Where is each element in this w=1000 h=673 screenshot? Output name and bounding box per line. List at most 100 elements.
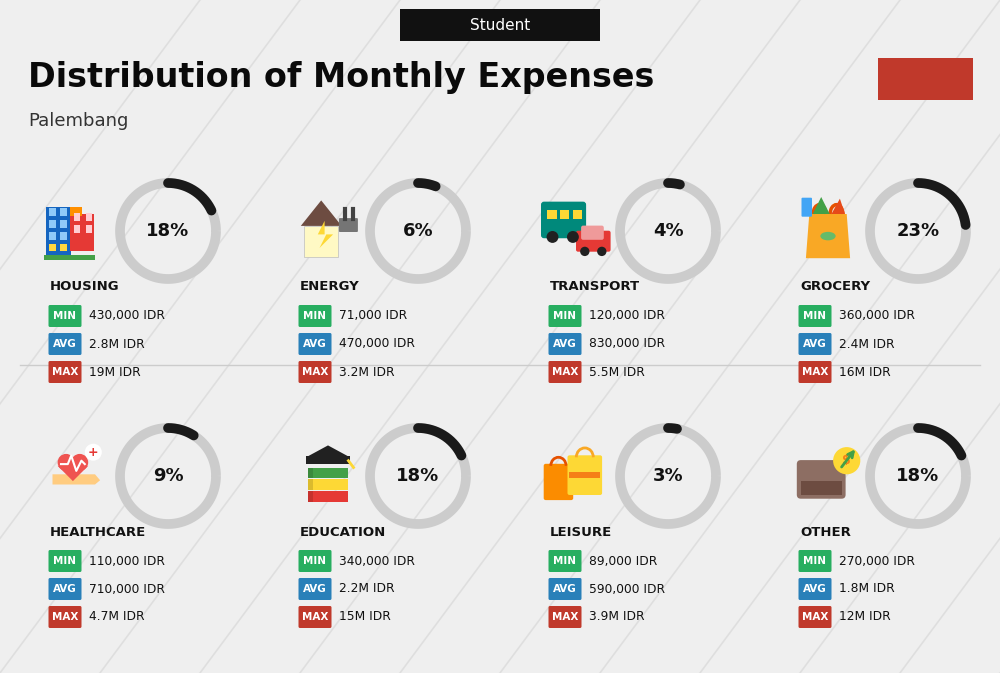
FancyBboxPatch shape: [48, 578, 82, 600]
Text: Student: Student: [470, 17, 530, 32]
FancyBboxPatch shape: [298, 305, 332, 327]
FancyBboxPatch shape: [308, 491, 313, 501]
Text: 18%: 18%: [146, 222, 190, 240]
Text: TRANSPORT: TRANSPORT: [550, 281, 640, 293]
Text: MAX: MAX: [802, 612, 828, 622]
Text: 6%: 6%: [403, 222, 433, 240]
FancyBboxPatch shape: [798, 305, 832, 327]
Text: MIN: MIN: [554, 556, 576, 566]
FancyBboxPatch shape: [569, 472, 600, 478]
FancyBboxPatch shape: [44, 255, 95, 260]
Text: AVG: AVG: [553, 339, 577, 349]
FancyBboxPatch shape: [298, 550, 332, 572]
Text: OTHER: OTHER: [800, 526, 851, 538]
FancyBboxPatch shape: [581, 225, 604, 240]
FancyBboxPatch shape: [308, 479, 348, 489]
FancyBboxPatch shape: [339, 218, 358, 232]
FancyBboxPatch shape: [49, 244, 56, 252]
Text: 470,000 IDR: 470,000 IDR: [339, 337, 415, 351]
FancyBboxPatch shape: [48, 333, 82, 355]
FancyBboxPatch shape: [798, 606, 832, 628]
FancyBboxPatch shape: [576, 231, 611, 252]
FancyBboxPatch shape: [548, 361, 582, 383]
FancyBboxPatch shape: [298, 606, 332, 628]
Text: HOUSING: HOUSING: [50, 281, 120, 293]
FancyBboxPatch shape: [46, 207, 71, 258]
Ellipse shape: [58, 454, 75, 471]
Text: 830,000 IDR: 830,000 IDR: [589, 337, 665, 351]
FancyBboxPatch shape: [49, 220, 56, 227]
Text: 120,000 IDR: 120,000 IDR: [589, 310, 665, 322]
FancyBboxPatch shape: [86, 225, 92, 233]
FancyBboxPatch shape: [560, 210, 569, 219]
FancyBboxPatch shape: [798, 333, 832, 355]
Text: 2.2M IDR: 2.2M IDR: [339, 583, 394, 596]
Text: 18%: 18%: [396, 467, 440, 485]
Text: MIN: MIN: [804, 556, 826, 566]
Polygon shape: [806, 214, 850, 258]
FancyBboxPatch shape: [60, 208, 67, 216]
FancyBboxPatch shape: [48, 606, 82, 628]
FancyBboxPatch shape: [48, 550, 82, 572]
Text: +: +: [88, 446, 99, 459]
Text: 1.8M IDR: 1.8M IDR: [839, 583, 895, 596]
Text: Distribution of Monthly Expenses: Distribution of Monthly Expenses: [28, 61, 654, 94]
Text: 340,000 IDR: 340,000 IDR: [339, 555, 415, 567]
FancyBboxPatch shape: [798, 578, 832, 600]
Text: 110,000 IDR: 110,000 IDR: [89, 555, 165, 567]
Text: 9%: 9%: [153, 467, 183, 485]
FancyBboxPatch shape: [60, 244, 67, 252]
Text: MIN: MIN: [54, 556, 76, 566]
Text: 3%: 3%: [653, 467, 683, 485]
Circle shape: [567, 231, 579, 243]
Ellipse shape: [820, 232, 836, 240]
Text: 590,000 IDR: 590,000 IDR: [589, 583, 665, 596]
FancyBboxPatch shape: [74, 225, 80, 233]
Text: MAX: MAX: [802, 367, 828, 377]
Text: HEALTHCARE: HEALTHCARE: [50, 526, 146, 538]
FancyBboxPatch shape: [60, 220, 67, 227]
Text: 430,000 IDR: 430,000 IDR: [89, 310, 165, 322]
FancyBboxPatch shape: [48, 305, 82, 327]
Text: 23%: 23%: [896, 222, 940, 240]
FancyBboxPatch shape: [548, 305, 582, 327]
Text: AVG: AVG: [303, 339, 327, 349]
Text: AVG: AVG: [803, 339, 827, 349]
FancyBboxPatch shape: [548, 550, 582, 572]
Text: AVG: AVG: [553, 584, 577, 594]
FancyBboxPatch shape: [798, 361, 832, 383]
FancyBboxPatch shape: [298, 578, 332, 600]
Text: 19M IDR: 19M IDR: [89, 365, 141, 378]
Text: 3.2M IDR: 3.2M IDR: [339, 365, 394, 378]
Text: 15M IDR: 15M IDR: [339, 610, 391, 623]
Text: Palembang: Palembang: [28, 112, 128, 130]
Text: 2.8M IDR: 2.8M IDR: [89, 337, 145, 351]
FancyBboxPatch shape: [49, 208, 56, 216]
FancyBboxPatch shape: [308, 491, 348, 501]
Circle shape: [85, 444, 102, 461]
Text: $: $: [842, 454, 851, 467]
Text: 2.4M IDR: 2.4M IDR: [839, 337, 895, 351]
FancyBboxPatch shape: [308, 468, 313, 478]
FancyBboxPatch shape: [86, 213, 92, 221]
Polygon shape: [308, 446, 348, 456]
Text: 5.5M IDR: 5.5M IDR: [589, 365, 645, 378]
FancyBboxPatch shape: [306, 456, 350, 464]
Text: 710,000 IDR: 710,000 IDR: [89, 583, 165, 596]
Text: EDUCATION: EDUCATION: [300, 526, 386, 538]
Text: LEISURE: LEISURE: [550, 526, 612, 538]
FancyBboxPatch shape: [304, 226, 338, 256]
FancyBboxPatch shape: [801, 481, 842, 495]
FancyBboxPatch shape: [60, 232, 67, 240]
FancyBboxPatch shape: [49, 232, 56, 240]
Text: MIN: MIN: [304, 556, 326, 566]
Circle shape: [597, 247, 606, 256]
Ellipse shape: [71, 454, 88, 471]
Text: MAX: MAX: [552, 367, 578, 377]
Text: MIN: MIN: [54, 311, 76, 321]
Text: 18%: 18%: [896, 467, 940, 485]
Polygon shape: [58, 466, 88, 481]
FancyBboxPatch shape: [308, 479, 313, 489]
FancyBboxPatch shape: [548, 606, 582, 628]
Text: 89,000 IDR: 89,000 IDR: [589, 555, 657, 567]
